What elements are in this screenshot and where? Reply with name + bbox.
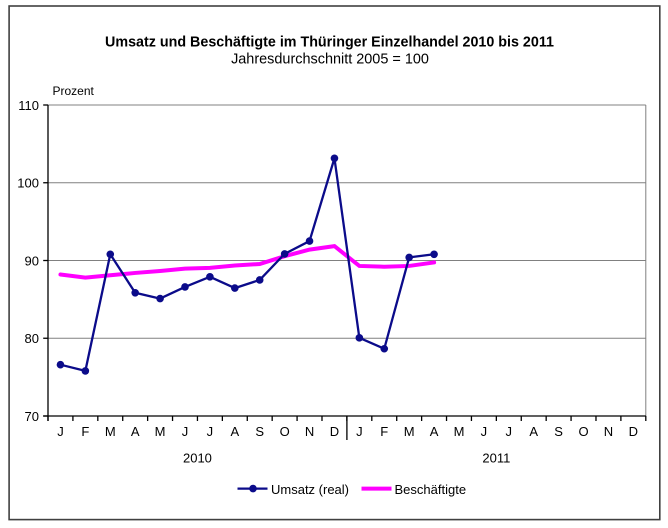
svg-text:O: O: [578, 424, 588, 439]
svg-text:J: J: [57, 424, 64, 439]
svg-text:100: 100: [17, 176, 39, 191]
svg-text:J: J: [481, 424, 488, 439]
svg-text:110: 110: [18, 98, 39, 113]
svg-text:S: S: [554, 424, 563, 439]
svg-text:M: M: [155, 424, 166, 439]
svg-text:Jahresdurchschnitt 2005 = 100: Jahresdurchschnitt 2005 = 100: [231, 52, 429, 68]
svg-text:70: 70: [25, 409, 39, 424]
svg-text:F: F: [81, 424, 89, 439]
svg-text:M: M: [105, 424, 116, 439]
svg-text:A: A: [230, 424, 239, 439]
svg-text:F: F: [380, 424, 388, 439]
svg-text:S: S: [255, 424, 264, 439]
svg-text:J: J: [207, 424, 214, 439]
svg-text:N: N: [604, 424, 613, 439]
svg-text:A: A: [430, 424, 439, 439]
svg-text:J: J: [182, 424, 189, 439]
svg-text:90: 90: [25, 253, 39, 268]
svg-text:Beschäftigte: Beschäftigte: [395, 482, 467, 497]
svg-text:Prozent: Prozent: [53, 84, 95, 98]
svg-text:D: D: [330, 424, 339, 439]
svg-text:J: J: [506, 424, 513, 439]
svg-text:M: M: [404, 424, 415, 439]
svg-text:80: 80: [25, 331, 39, 346]
svg-text:Umsatz (real): Umsatz (real): [271, 482, 349, 497]
svg-text:A: A: [529, 424, 538, 439]
svg-text:2010: 2010: [183, 451, 212, 466]
svg-text:A: A: [131, 424, 140, 439]
svg-text:J: J: [356, 424, 363, 439]
svg-text:M: M: [454, 424, 465, 439]
svg-text:Umsatz und Beschäftigte im Thü: Umsatz und Beschäftigte im Thüringer Ein…: [105, 35, 554, 51]
svg-text:D: D: [629, 424, 638, 439]
svg-text:2011: 2011: [482, 451, 510, 466]
svg-text:N: N: [305, 424, 314, 439]
svg-text:O: O: [280, 424, 290, 439]
